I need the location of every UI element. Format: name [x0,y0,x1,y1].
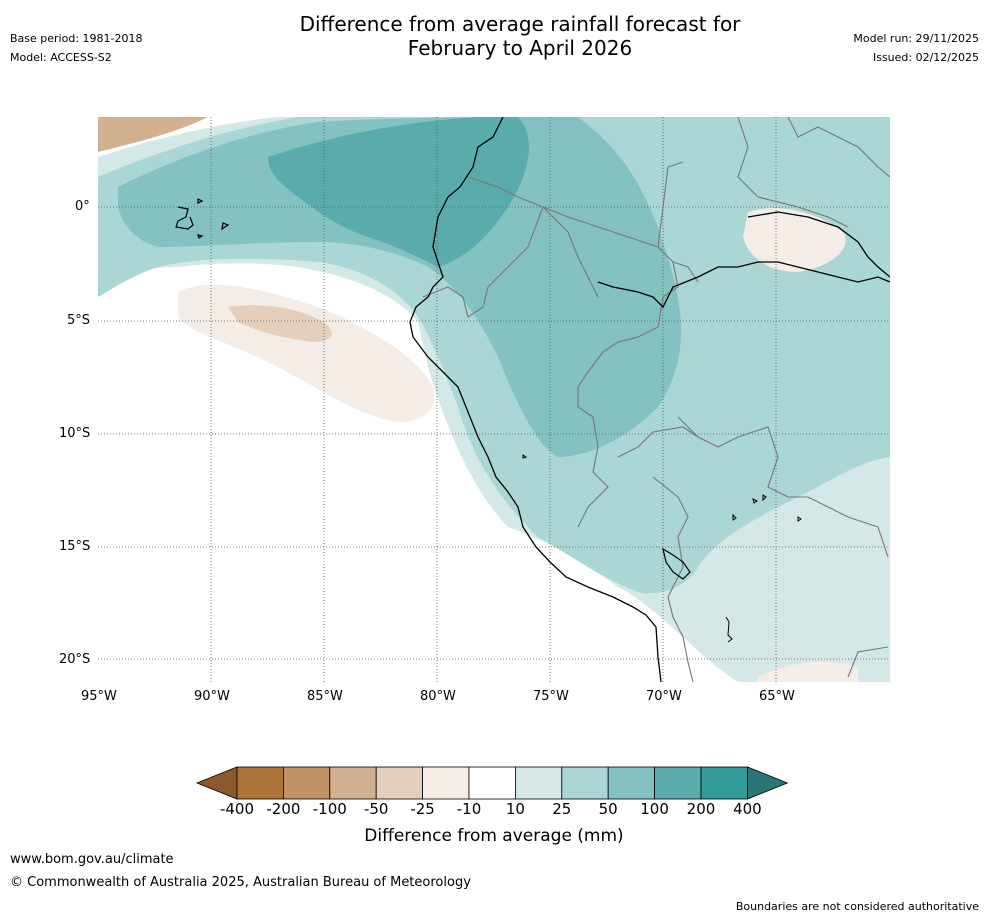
colorbar-segment [607,766,656,800]
colorbar-segment [514,766,563,800]
boundaries-disclaimer: Boundaries are not considered authoritat… [735,900,979,913]
contour-100-200 [268,117,529,267]
contour-50-100 [118,117,682,457]
colorbar-segment [283,766,331,800]
base-period: Base period: 1981-2018 [10,32,143,45]
lat-label-5s: 5°S [67,313,91,328]
lon-label-80w: 80°W [420,689,456,704]
coastline [409,117,662,682]
lat-label-10s: 10°S [59,426,91,441]
model-name: Model: ACCESS-S2 [10,51,112,64]
marajo-coast [747,211,890,278]
page-title: Difference from average rainfall forecas… [200,12,840,60]
lon-label-85w: 85°W [307,689,343,704]
title-line-1: Difference from average rainfall forecas… [299,12,741,36]
contour-dry-ocean-inner [228,305,332,342]
colorbar-tick-label: -25 [410,800,435,818]
colorbar-tick-label: -200 [266,800,301,818]
copyright: © Commonwealth of Australia 2025, Austra… [10,875,471,890]
lon-label-70w: 70°W [646,689,682,704]
colorbar-segment [561,766,609,800]
contour-dry-east [743,208,846,272]
colorbar-tick-label: 25 [552,800,572,818]
lon-label-75w: 75°W [533,689,569,704]
map-gridlines [98,117,890,682]
colorbar-tick-label: 100 [640,800,669,818]
model-run-date: Model run: 29/11/2025 [853,32,979,45]
colorbar-segment [375,766,423,800]
lat-label-0: 0° [75,199,90,214]
country-borders [422,117,890,682]
contour-dry-upper-left [98,117,208,152]
lon-label-95w: 95°W [81,689,117,704]
colorbar-tick-label: -50 [363,800,389,818]
rainfall-map [98,117,890,682]
colorbar-tick-label: -100 [312,800,347,818]
title-line-2: February to April 2026 [407,36,633,60]
issued-date: Issued: 02/12/2025 [872,51,979,64]
lon-label-65w: 65°W [759,689,795,704]
lat-label-20s: 20°S [59,652,91,667]
colorbar [195,766,789,800]
lake-titicaca [662,547,691,580]
colorbar-tick-label: -400 [219,800,255,818]
colorbar-segment [422,766,470,800]
lon-label-90w: 90°W [194,689,230,704]
colorbar-segment [468,766,516,800]
colorbar-extend-high [747,766,789,800]
contour-dry-southeast [758,661,858,682]
colorbar-tick-label: 50 [598,800,618,818]
colorbar-segment [654,766,702,800]
website-link[interactable]: www.bom.gov.au/climate [10,852,174,867]
galapagos-islands [175,198,230,239]
colorbar-tick-label: 200 [686,800,716,818]
small-lakes [522,454,802,643]
colorbar-segment [700,766,748,800]
lat-label-15s: 15°S [59,539,91,554]
colorbar-title: Difference from average (mm) [364,826,624,846]
amazon-river [597,261,890,309]
colorbar-segment [329,766,377,800]
colorbar-extend-low [195,766,238,800]
colorbar-tick-label: 400 [733,800,762,818]
colorbar-segment [236,766,284,800]
colorbar-ticks: -400 -200 -100 -50 -25 -10 10 25 50 100 200 400 [0,800,988,820]
colorbar-tick-label: 10 [505,800,525,818]
colorbar-tick-label: -10 [456,800,482,818]
